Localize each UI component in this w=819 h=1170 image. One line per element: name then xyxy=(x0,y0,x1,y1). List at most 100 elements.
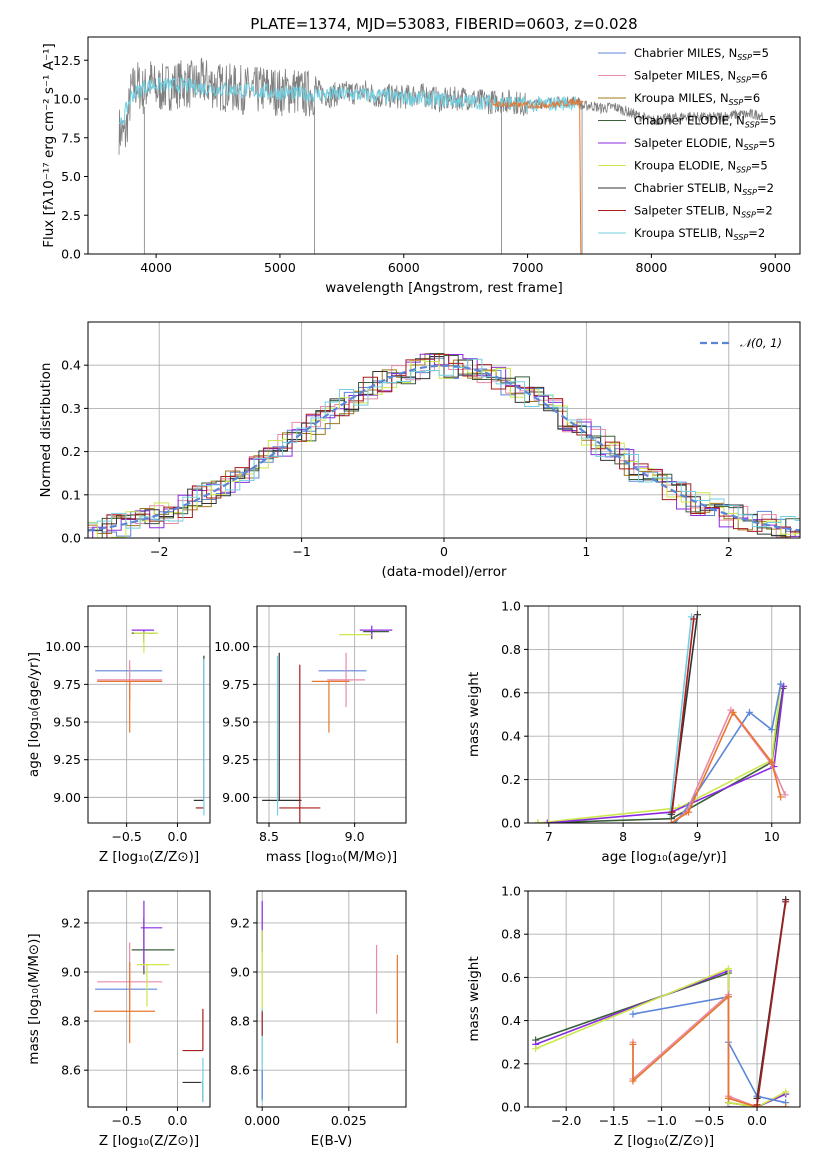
chart-massweight-vs-Z: −2.0 −1.5 −1.0 −0.5 0.0 0.0 0.2 0.4 0.6 0.8 1.0 Z [… xyxy=(466,884,801,1149)
y-tick-label: 9.0 xyxy=(230,965,250,980)
y-tick-label: 9.2 xyxy=(230,915,250,930)
y-tick-label: 10.0 xyxy=(53,92,81,107)
y-tick-label: 0.8 xyxy=(501,927,521,942)
legend-tail: =5 xyxy=(751,159,768,173)
weight-line xyxy=(535,971,787,1107)
y-tick-label: 9.2 xyxy=(61,915,81,930)
y-tick-label: 10.00 xyxy=(214,639,250,654)
x-tick-label: 10 xyxy=(764,829,780,844)
weight-marker xyxy=(781,791,789,799)
residual-histogram xyxy=(88,358,800,529)
y-axis-label: mass [log₁₀(M/M⊙)] xyxy=(26,933,42,1064)
axes-frame xyxy=(527,890,801,1108)
y-tick-label: 0.0 xyxy=(501,1100,521,1115)
chart-age-vs-Z: −0.5 0.0 9.00 9.25 9.50 9.75 10.00 Z [log₁₀(Z/Z… xyxy=(26,605,211,865)
x-tick-label: −0.5 xyxy=(111,829,141,844)
y-tick-label: 0.0 xyxy=(61,247,81,262)
y-tick-label: 7.5 xyxy=(61,130,81,145)
x-tick-label: −0.5 xyxy=(694,1113,724,1128)
y-tick-label: 1.0 xyxy=(501,599,521,614)
legend-tail: =5 xyxy=(760,114,777,128)
legend-entry: Kroupa ELODIE, NSSP=5 xyxy=(634,159,768,175)
weight-line xyxy=(669,616,693,815)
legend-label: Kroupa STELIB, N xyxy=(634,226,734,240)
legend-tail: =2 xyxy=(748,226,765,240)
legend-sub: SSP xyxy=(744,143,759,152)
x-tick-label: 6000 xyxy=(388,260,420,275)
y-tick-label: 9.00 xyxy=(222,790,250,805)
plot-area xyxy=(257,891,406,1107)
legend-entry: Chabrier MILES, NSSP=5 xyxy=(634,46,769,62)
x-tick-label: 0.0 xyxy=(168,829,188,844)
weight-marker xyxy=(534,819,542,823)
y-tick-label: 0.0 xyxy=(501,816,521,831)
legend-sub: SSP xyxy=(736,76,751,85)
legend-label: Salpeter STELIB, N xyxy=(634,204,741,218)
weight-marker xyxy=(782,1103,790,1107)
plot-area xyxy=(88,891,210,1107)
chart-residuals: −2 −1 0 1 2 0.0 0.1 0.2 0.3 0.4 (data-model)/error… xyxy=(38,321,801,580)
y-tick-label: 0.4 xyxy=(501,1013,521,1028)
residual-histogram xyxy=(88,359,800,538)
weight-marker xyxy=(693,611,701,619)
plot-area xyxy=(88,606,210,823)
residual-histogram xyxy=(88,356,800,538)
weight-marker xyxy=(685,808,693,816)
x-axis-label: Z [log₁₀(Z/Z⊙)] xyxy=(99,1133,199,1149)
legend-entry: Salpeter MILES, NSSP=6 xyxy=(634,69,768,85)
axes-frame xyxy=(256,605,407,824)
legend-label: Chabrier STELIB, N xyxy=(634,181,742,195)
weight-line xyxy=(671,618,695,813)
weight-marker xyxy=(629,1040,637,1048)
weight-marker xyxy=(777,793,785,801)
x-axis-label: wavelength [Angstrom, rest frame] xyxy=(325,280,563,296)
y-axis-label: mass weight xyxy=(466,672,482,757)
y-tick-label: 0.6 xyxy=(501,970,521,985)
weight-marker xyxy=(724,993,732,1001)
weight-marker xyxy=(667,819,675,823)
legend-tail: =2 xyxy=(757,181,774,195)
y-tick-label: 2.5 xyxy=(61,208,81,223)
plot-area xyxy=(528,606,800,823)
weight-line xyxy=(632,995,786,1107)
weight-marker xyxy=(543,819,551,823)
chart-massweight-vs-age: 7 8 9 10 0.0 0.2 0.4 0.6 0.8 1.0 age [log₁₀(age/yr… xyxy=(466,599,801,865)
legend-tail: =6 xyxy=(743,91,760,105)
weight-line xyxy=(535,967,787,1107)
weight-marker xyxy=(777,680,785,688)
y-tick-label: 8.8 xyxy=(61,1014,81,1029)
chart-spectrum: 4000 5000 6000 7000 8000 9000 0.0 2.5 5.0 7.5 10.0… xyxy=(41,15,801,296)
axes-frame xyxy=(87,36,801,255)
plot-area xyxy=(118,57,764,254)
plot-area xyxy=(528,891,800,1107)
legend-label: Salpeter MILES, N xyxy=(634,69,736,83)
y-tick-label: 9.50 xyxy=(53,715,81,730)
weight-marker xyxy=(768,726,776,734)
y-tick-label: 0.3 xyxy=(61,401,81,416)
x-axis-label: Z [log₁₀(Z/Z⊙)] xyxy=(99,849,199,865)
y-tick-label: 0.6 xyxy=(501,685,521,700)
legend-sub: SSP xyxy=(741,211,756,220)
legend-tail: =5 xyxy=(758,136,775,150)
y-tick-label: 0.1 xyxy=(61,487,81,502)
x-tick-label: −0.5 xyxy=(111,1113,141,1128)
legend-entry: 𝒩(0, 1) xyxy=(740,336,782,350)
plot-area xyxy=(257,606,406,823)
spectrum-edge xyxy=(579,98,582,254)
legend-sub: SSP xyxy=(737,53,752,62)
x-tick-label: 9000 xyxy=(759,260,791,275)
legend-sub: SSP xyxy=(736,166,751,175)
weight-marker xyxy=(629,1010,637,1018)
y-axis-label: age [log₁₀(age/yr)] xyxy=(26,652,42,777)
axes-frame xyxy=(87,605,211,824)
legend-tail: =2 xyxy=(756,204,773,218)
y-tick-label: 10.00 xyxy=(45,639,81,654)
y-tick-label: 9.75 xyxy=(53,677,81,692)
legend-entry: Kroupa STELIB, NSSP=2 xyxy=(634,226,765,242)
y-tick-label: 12.5 xyxy=(53,53,81,68)
y-axis-label: mass weight xyxy=(466,956,482,1041)
y-tick-label: 9.50 xyxy=(222,715,250,730)
y-axis-label: Normed distribution xyxy=(38,363,54,498)
weight-line xyxy=(535,969,787,1107)
